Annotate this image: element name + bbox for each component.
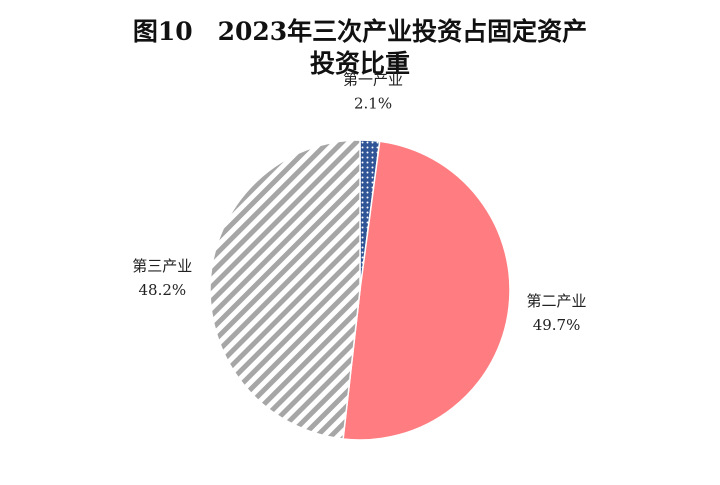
slice-label: 第三产业 — [132, 257, 192, 275]
value-label: 2.1% — [354, 94, 392, 112]
pie-slice — [209, 139, 361, 440]
slice-label: 第一产业 — [343, 70, 403, 88]
value-label: 48.2% — [138, 281, 186, 299]
slice-label: 第二产业 — [527, 292, 587, 310]
value-label: 49.7% — [533, 316, 581, 334]
chart-title: 投资比重 — [309, 49, 410, 78]
pie-slice — [342, 140, 511, 441]
chart-title: 图10 2023年三次产业投资占固定资产 — [132, 17, 588, 46]
